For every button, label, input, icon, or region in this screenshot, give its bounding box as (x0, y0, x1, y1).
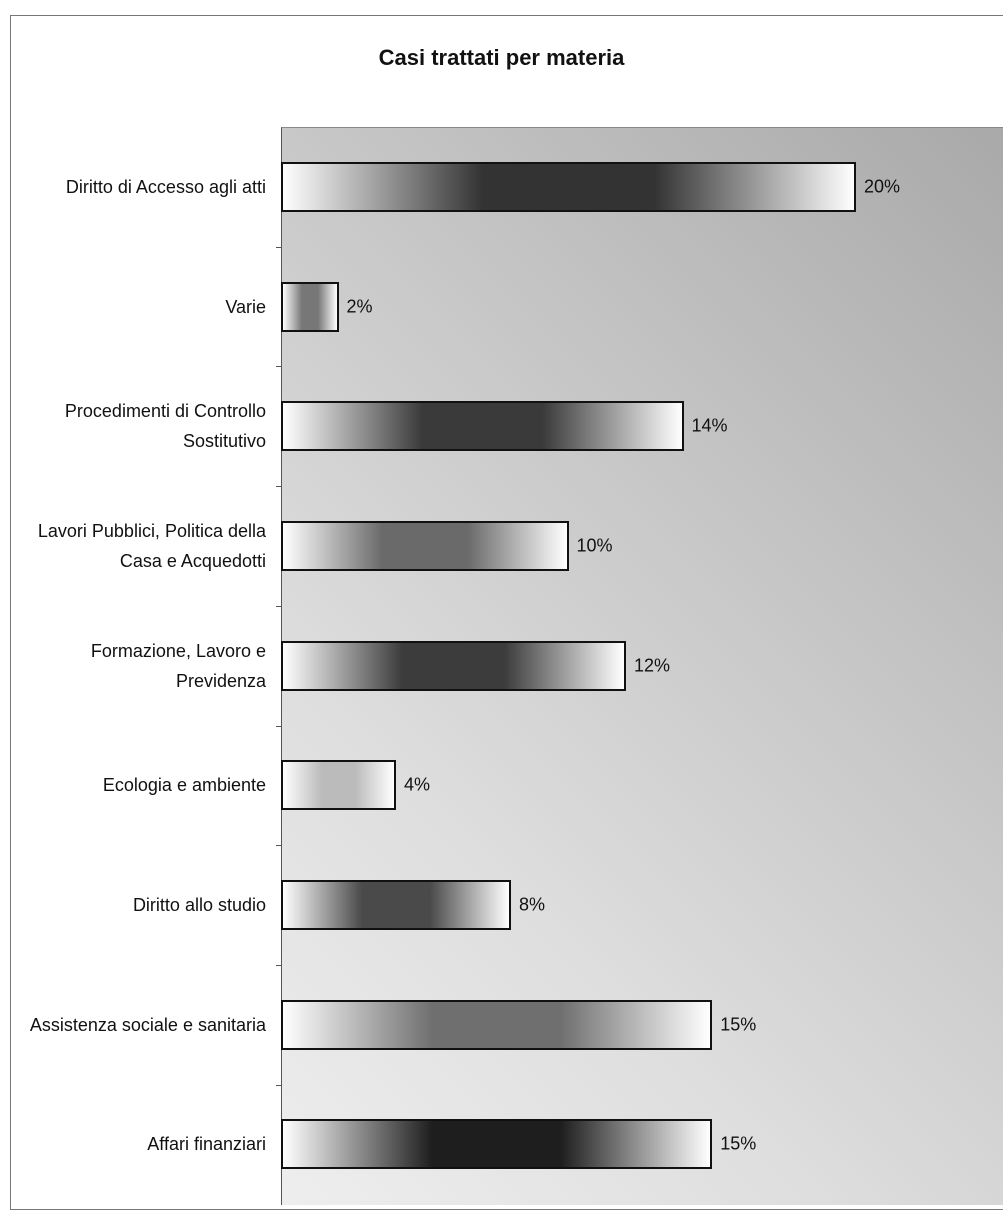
category-label: Procedimenti di Controllo Sostitutivo (64, 401, 266, 452)
value-label: 2% (346, 296, 373, 317)
bar (281, 161, 856, 212)
bar (281, 1119, 713, 1170)
value-label: 4% (404, 774, 431, 795)
bar (281, 760, 396, 811)
axis-tick (276, 845, 281, 847)
value-label: 8% (519, 894, 546, 915)
category-label: Formazione, Lavoro e Previdenza (90, 640, 266, 691)
axis-tick (276, 1084, 281, 1086)
category-label: Lavori Pubblici, Politica della Casa e A… (37, 520, 266, 571)
bar (281, 281, 339, 332)
axis-tick (276, 486, 281, 488)
category-label: Diritto di Accesso agli atti (65, 176, 266, 197)
axis-tick (276, 725, 281, 727)
value-label: 20% (864, 176, 901, 197)
value-label: 15% (720, 1014, 757, 1035)
value-label: 14% (691, 415, 728, 436)
bar (281, 401, 684, 452)
axis-tick (276, 246, 281, 248)
axis-tick (276, 605, 281, 607)
bar (281, 640, 626, 691)
category-label: Ecologia e ambiente (102, 775, 266, 796)
bar (281, 520, 569, 571)
axis-tick (276, 964, 281, 966)
category-label: Varie (225, 296, 266, 317)
bar (281, 880, 511, 931)
category-label: Assistenza sociale e sanitaria (29, 1014, 266, 1035)
value-label: 15% (720, 1133, 757, 1154)
bar (281, 999, 713, 1050)
value-label: 12% (634, 655, 671, 676)
value-label: 10% (576, 535, 613, 556)
chart-frame (10, 15, 1003, 1210)
axis-tick (276, 366, 281, 368)
category-label: Diritto allo studio (132, 895, 266, 916)
chart-title: Casi trattati per materia (378, 45, 625, 70)
category-label: Affari finanziari (147, 1134, 266, 1155)
